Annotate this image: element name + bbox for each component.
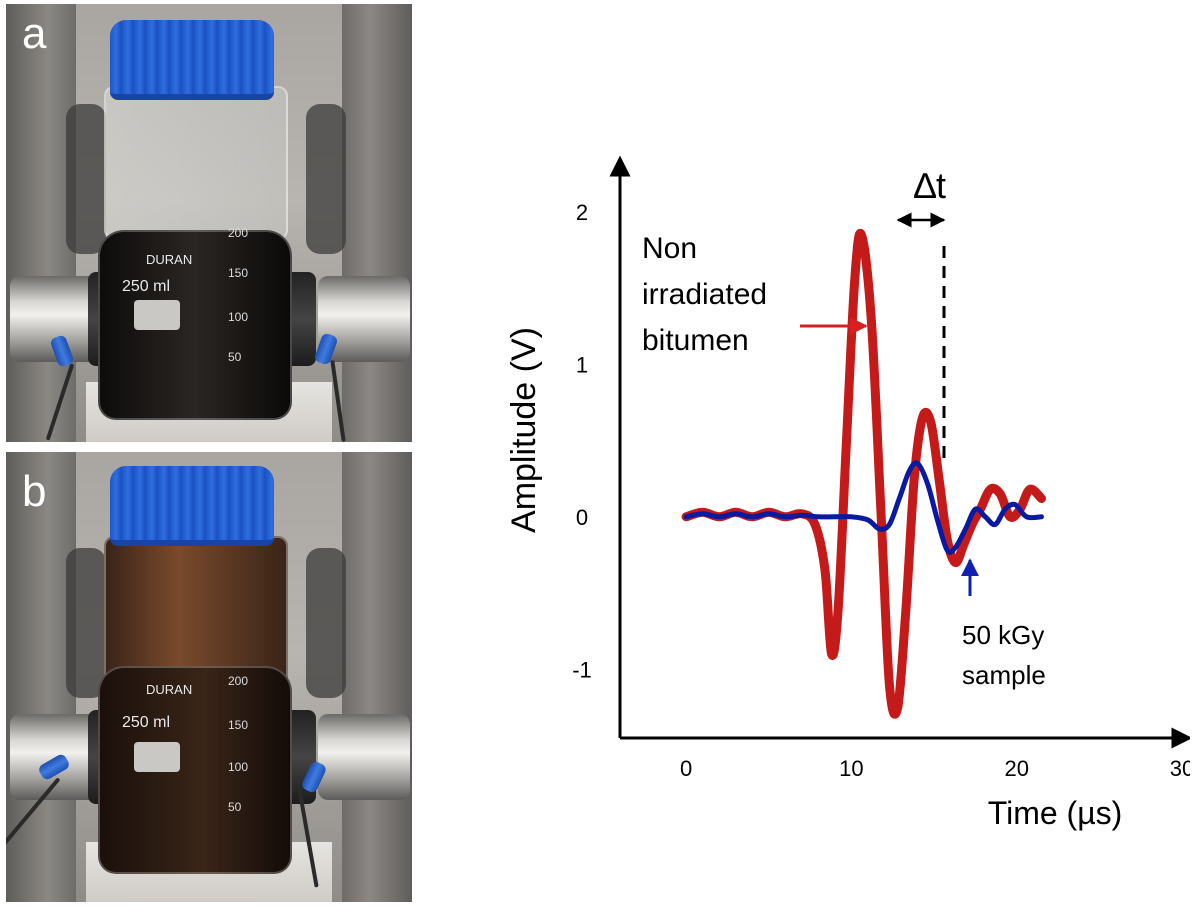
bottle-brand: DURAN — [146, 682, 193, 697]
bottle-neck — [104, 536, 288, 690]
photo-wall — [342, 4, 412, 442]
holder-bracket — [306, 548, 346, 698]
bottle-volume: 250 ml — [122, 714, 171, 731]
x-axis-label: Time (µs) — [988, 795, 1123, 831]
panel-letter-a: a — [22, 9, 47, 58]
sample-label — [134, 742, 180, 772]
bottle-cap — [110, 466, 274, 546]
graduation-mark: 200 — [228, 674, 249, 688]
panel-letter-b: b — [22, 467, 47, 516]
graduation-mark: 100 — [228, 760, 249, 774]
y-tick-label: 1 — [576, 352, 588, 377]
holder-bracket — [306, 104, 346, 254]
amplitude-time-chart: 210-1 0 10 20 30 Amplitude (V) Time (µs) ∆t… — [505, 155, 1190, 831]
sample-label — [134, 300, 180, 330]
graduation-mark: 50 — [228, 350, 242, 364]
bottle-neck — [104, 86, 288, 240]
bottle-body — [98, 230, 292, 420]
photo-wall — [6, 4, 76, 442]
x-tick-label: 30 — [1170, 756, 1190, 781]
x-tick-label: 0 — [680, 756, 692, 781]
graduation-mark: 150 — [228, 718, 249, 732]
photo-wall — [342, 452, 412, 902]
x-tick-label: 10 — [839, 756, 863, 781]
red-series-label-line1: Non — [642, 232, 697, 265]
photo-panel-b: DURAN 250 ml 200 150 100 50 b — [6, 452, 412, 902]
series-line-50kgy — [683, 460, 1044, 555]
bottle-body — [98, 666, 292, 874]
delta-t-label: ∆t — [914, 165, 946, 206]
transducer-right — [318, 714, 410, 800]
y-tick-label: 2 — [576, 200, 588, 225]
graduation-mark: 200 — [228, 226, 249, 240]
red-series-label-line3: bitumen — [642, 324, 749, 357]
y-axis-label: Amplitude (V) — [505, 327, 543, 533]
blue-series-label-line1: 50 kGy — [962, 620, 1044, 650]
bottle-brand: DURAN — [146, 252, 193, 267]
graduation-mark: 150 — [228, 266, 249, 280]
y-tick-label: -1 — [572, 657, 592, 682]
graduation-mark: 50 — [228, 800, 242, 814]
graduation-mark: 100 — [228, 310, 249, 324]
y-tick-label: 0 — [576, 505, 588, 530]
photo-panel-a: DURAN 250 ml 200 150 100 50 a — [6, 4, 412, 442]
blue-series-label-line2: sample — [962, 660, 1046, 690]
holder-bracket — [66, 548, 106, 698]
x-tick-label: 20 — [1004, 756, 1028, 781]
bottle-cap — [110, 20, 274, 100]
red-series-label-line2: irradiated — [642, 278, 767, 311]
bottle-volume: 250 ml — [122, 278, 171, 295]
holder-bracket — [66, 104, 106, 254]
